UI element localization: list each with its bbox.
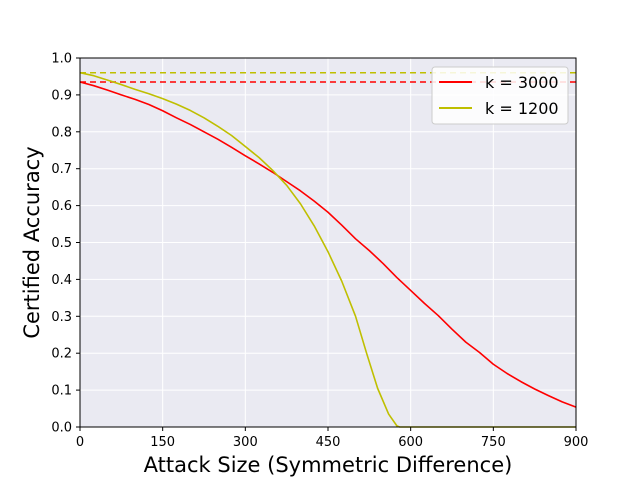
legend-label: k = 3000	[485, 73, 559, 92]
x-axis-ticks: 0 150 300 450 600 750 900	[76, 427, 589, 450]
y-tick-label: 0.6	[51, 199, 72, 214]
y-tick-label: 0.5	[51, 236, 72, 251]
series-line	[79, 81, 577, 408]
y-tick-label: 0.4	[51, 273, 72, 288]
x-axis-title: Attack Size (Symmetric Difference)	[144, 453, 513, 477]
y-tick-label: 0.8	[51, 125, 72, 140]
legend: k = 3000 k = 1200	[431, 66, 569, 125]
y-axis-title: Certified Accuracy	[20, 146, 44, 338]
x-tick-label: 450	[316, 435, 341, 450]
y-tick-label: 0.0	[51, 421, 72, 436]
x-tick-label: 750	[481, 435, 506, 450]
y-tick-label: 0.3	[51, 310, 72, 325]
x-tick-label: 300	[233, 435, 258, 450]
y-tick-label: 0.2	[51, 347, 72, 362]
y-axis-ticks: 0.0 0.1 0.2 0.3 0.4 0.5 0.6 0.7 0.8 0.9 1.0	[51, 52, 80, 436]
y-tick-label: 0.7	[51, 162, 72, 177]
y-tick-label: 0.9	[51, 88, 72, 103]
y-tick-label: 0.1	[51, 384, 72, 399]
x-tick-label: 0	[76, 435, 84, 450]
legend-label: k = 1200	[485, 99, 559, 118]
x-tick-label: 600	[398, 435, 423, 450]
y-tick-label: 1.0	[51, 52, 72, 67]
x-tick-label: 900	[564, 435, 589, 450]
x-tick-label: 150	[150, 435, 175, 450]
